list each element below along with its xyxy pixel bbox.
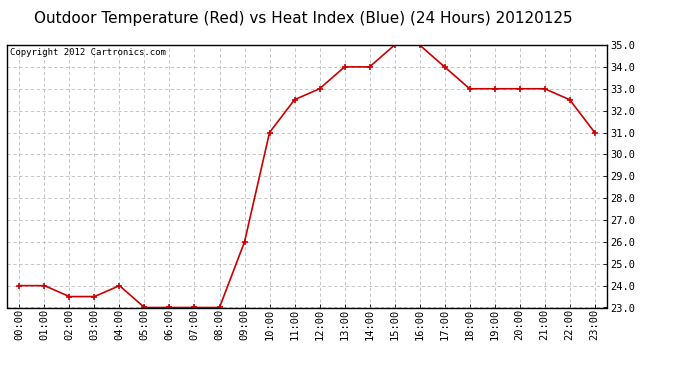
Text: Copyright 2012 Cartronics.com: Copyright 2012 Cartronics.com [10,48,166,57]
Text: Outdoor Temperature (Red) vs Heat Index (Blue) (24 Hours) 20120125: Outdoor Temperature (Red) vs Heat Index … [34,11,573,26]
